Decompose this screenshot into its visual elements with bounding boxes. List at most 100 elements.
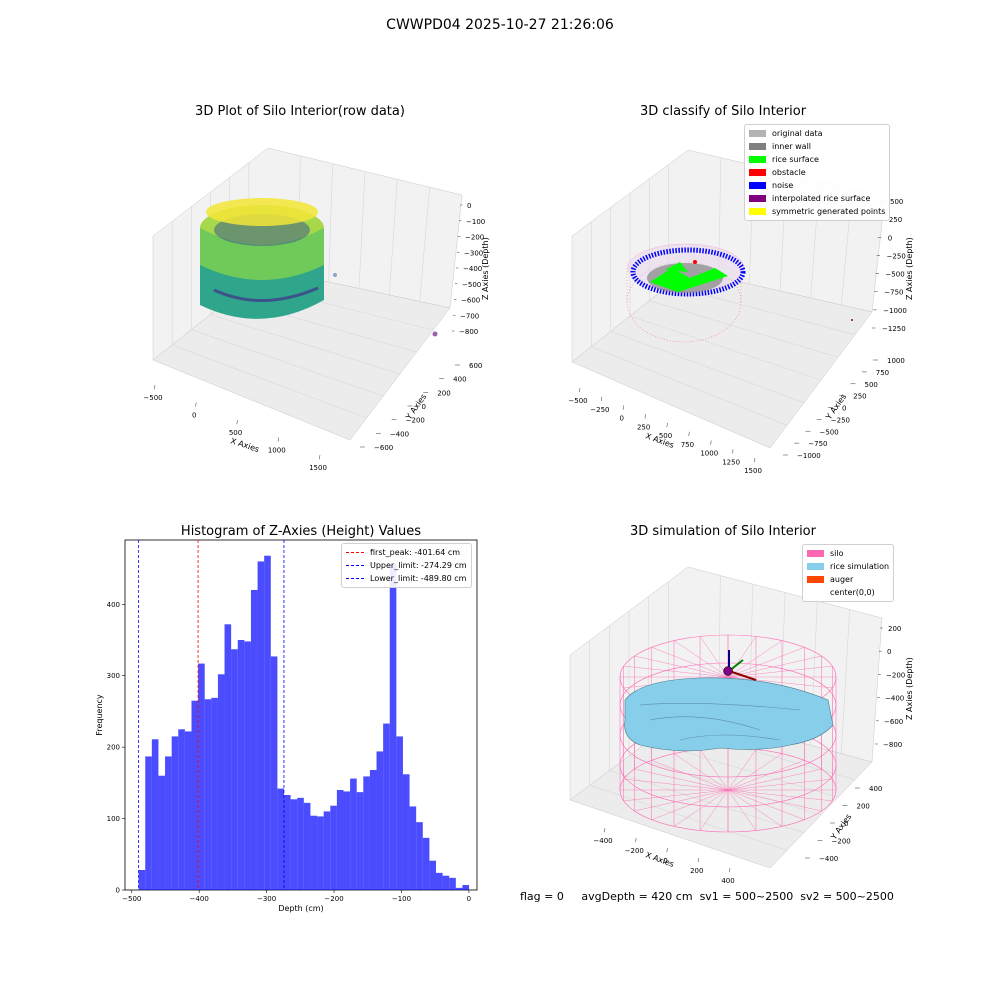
- simulation-x-tick-label: 400: [721, 877, 734, 885]
- classify-legend-item: original data: [749, 127, 885, 140]
- histogram-x-label: Depth (cm): [278, 904, 323, 913]
- histogram-bar: [257, 561, 265, 890]
- simulation-y-tick-label: −200: [832, 838, 851, 846]
- classify-z-tick-label: 0: [888, 234, 892, 242]
- classify-legend-label: noise: [772, 181, 794, 190]
- classify-legend-swatch: [749, 195, 766, 202]
- histogram-x-tick-label: −200: [324, 895, 343, 903]
- histogram-y-label: Frequency: [95, 694, 104, 736]
- classify-z-tick-label: 500: [890, 198, 903, 206]
- raw-x-tick-label: 1000: [268, 447, 286, 455]
- histogram-bar: [178, 729, 185, 890]
- histogram-bar: [151, 739, 159, 890]
- histogram-bar: [383, 723, 390, 890]
- histogram-bar: [264, 555, 271, 890]
- histogram-bar: [237, 640, 245, 890]
- histogram-legend-label: Upper_limit: -274.29 cm: [370, 561, 467, 570]
- simulation-legend-swatch: [807, 550, 824, 557]
- simulation-legend-swatch: [807, 563, 824, 570]
- rice-simulation-surface: [624, 677, 834, 752]
- simulation-legend-swatch: [807, 589, 824, 596]
- histogram-bar: [171, 736, 179, 890]
- histogram-bar: [158, 775, 166, 890]
- histogram-x-tick-label: −400: [190, 895, 209, 903]
- histogram-bar: [250, 590, 258, 890]
- simulation-x-axis-label: X Axies: [644, 850, 675, 869]
- histogram-bar: [297, 797, 304, 890]
- classify-x-tick-label: 1000: [700, 450, 718, 458]
- histogram-bar: [204, 699, 212, 890]
- classify-x-tick-label: 0: [620, 415, 624, 423]
- simulation-legend-item: silo: [807, 547, 889, 560]
- histogram-bar: [270, 656, 278, 890]
- histogram-bar: [376, 751, 384, 890]
- histogram-bar: [317, 816, 324, 890]
- histogram-bar: [409, 806, 417, 890]
- simulation-legend-label: center(0,0): [830, 588, 875, 597]
- simulation-y-tick-label: 0: [844, 820, 848, 828]
- histogram-bar: [284, 795, 291, 890]
- histogram-bar: [343, 791, 351, 890]
- classify-x-tick-label: 500: [659, 432, 672, 440]
- histogram-bar: [323, 811, 331, 890]
- raw-point-cloud: [200, 198, 438, 337]
- raw-z-tick-label: −300: [464, 249, 483, 257]
- raw-y-tick-label: 200: [437, 389, 450, 397]
- histogram-bar: [396, 736, 403, 890]
- histogram-bar: [290, 799, 298, 890]
- raw-z-axis-label: Z Axies (Depth): [481, 237, 490, 300]
- histogram-bar: [310, 815, 318, 890]
- classify-x-tick-label: 250: [637, 423, 650, 431]
- histogram-x-tick-label: 0: [467, 895, 471, 903]
- histogram-x-tick-label: −100: [392, 895, 411, 903]
- histogram-bar: [363, 776, 370, 890]
- histogram-x-tick-label: −300: [257, 895, 276, 903]
- histogram-x-tick-label: −500: [122, 895, 141, 903]
- simulation-legend-swatch: [807, 576, 824, 583]
- histogram-bar: [138, 870, 146, 890]
- auger-axes: [723, 650, 757, 681]
- classify-legend-swatch: [749, 208, 766, 215]
- flag-text: flag = 0: [520, 890, 564, 903]
- raw-y-tick-label: −600: [374, 444, 393, 452]
- simulation-legend-item: rice simulation: [807, 560, 889, 573]
- simulation-z-tick-label: −800: [883, 741, 902, 749]
- simulation-legend: silo rice simulation auger center(0,0): [802, 544, 895, 602]
- histogram-bar: [211, 697, 218, 890]
- histogram-bar: [231, 649, 238, 890]
- histogram-bar: [191, 700, 199, 890]
- classify-legend-item: obstacle: [749, 166, 885, 179]
- histogram-y-tick-label: 100: [107, 815, 120, 823]
- histogram-legend-swatch: [346, 578, 364, 579]
- simulation-z-axis-label: Z Axies (Depth): [905, 657, 914, 720]
- classify-legend-swatch: [749, 130, 766, 137]
- avg-depth-text: avgDepth = 420 cm: [581, 890, 693, 903]
- histogram-bar: [449, 877, 456, 890]
- classify-z-tick-label: −500: [885, 271, 904, 279]
- center-marker: [723, 666, 733, 676]
- sv1-text: sv1 = 500~2500: [699, 890, 794, 903]
- footer-status: flag = 0 avgDepth = 420 cm sv1 = 500~250…: [520, 890, 894, 903]
- histogram-y-tick-label: 0: [116, 887, 120, 895]
- classify-legend-label: symmetric generated points: [772, 207, 886, 216]
- classify-legend-label: original data: [772, 129, 823, 138]
- simulation-z-tick-label: 200: [888, 625, 901, 633]
- simulation-legend-label: auger: [830, 575, 854, 584]
- histogram-bar: [303, 802, 311, 890]
- raw-y-tick-label: 600: [469, 362, 482, 370]
- histogram-bar: [369, 770, 377, 890]
- raw-y-tick-label: 400: [453, 376, 466, 384]
- raw-z-tick-label: −800: [459, 328, 478, 336]
- classify-y-tick-label: −750: [808, 440, 827, 448]
- classify-y-tick-label: 500: [865, 381, 878, 389]
- simulation-panel-title: 3D simulation of Silo Interior: [630, 524, 816, 539]
- classify-z-tick-label: 250: [889, 216, 902, 224]
- raw-z-tick-label: −600: [461, 297, 480, 305]
- classify-y-tick-label: −500: [820, 428, 839, 436]
- classify-legend-swatch: [749, 169, 766, 176]
- histogram-y-tick-label: 400: [107, 601, 120, 609]
- simulation-z-tick-label: 0: [887, 648, 891, 656]
- histogram-legend-label: Lower_limit: -489.80 cm: [370, 574, 467, 583]
- classify-x-tick-label: 1500: [744, 467, 762, 475]
